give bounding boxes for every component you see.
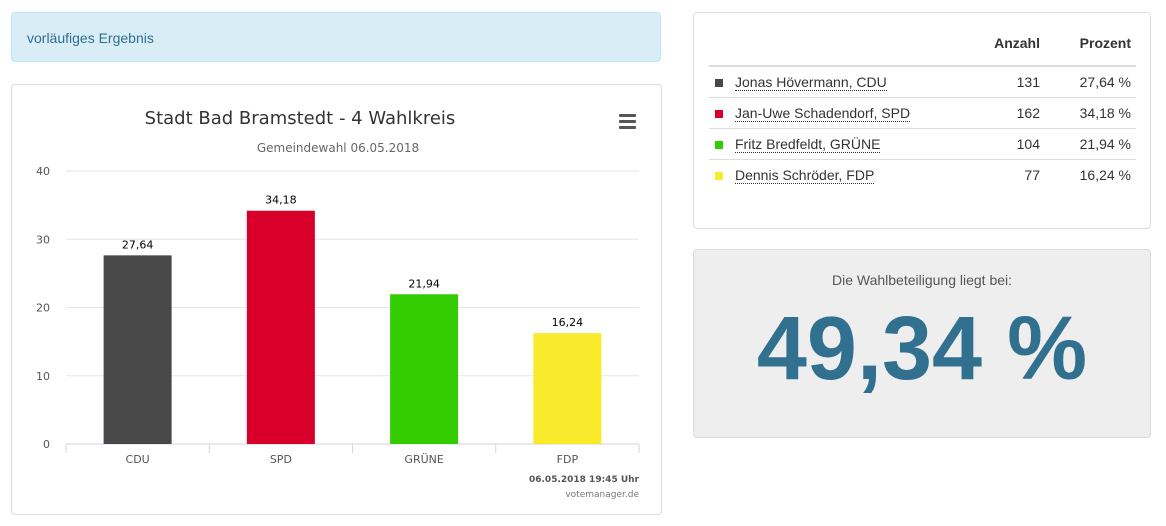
chart-panel: Stadt Bad Bramstedt - 4 Wahlkreis Gemein… xyxy=(11,84,662,515)
percent-cell: 34,18 % xyxy=(1045,97,1136,129)
turnout-value: 49,34 % xyxy=(756,299,1088,399)
results-table: Anzahl Prozent Jonas Hövermann, CDU 131 27… xyxy=(709,35,1136,190)
party-color-swatch xyxy=(715,110,723,119)
table-row: Jan-Uwe Schadendorf, SPD 162 34,18 % xyxy=(709,97,1136,129)
x-tick-label: CDU xyxy=(126,453,150,466)
results-panel: Anzahl Prozent Jonas Hövermann, CDU 131 27… xyxy=(693,12,1151,229)
count-cell: 104 xyxy=(950,128,1045,160)
table-header-row: Anzahl Prozent xyxy=(709,35,1136,67)
party-color-swatch xyxy=(715,172,723,181)
x-tick-label: GRÜNE xyxy=(404,453,443,466)
y-axis: 0 10 20 30 40 xyxy=(36,165,50,451)
turnout-panel: Die Wahlbeteiligung liegt bei: 49,34 % xyxy=(693,249,1151,438)
x-tick-label: SPD xyxy=(270,453,292,466)
alert-text: vorläufiges Ergebnis xyxy=(27,30,154,46)
count-cell: 162 xyxy=(950,97,1045,129)
data-labels: 27,64 34,18 21,94 16,24 xyxy=(122,194,583,329)
x-tick-label: FDP xyxy=(557,453,579,466)
candidate-cell: Fritz Bredfeldt, GRÜNE xyxy=(709,128,950,160)
candidate-cell: Jonas Hövermann, CDU xyxy=(709,66,950,98)
chart-credit-date: 06.05.2018 19:45 Uhr xyxy=(529,475,640,485)
chart-bars xyxy=(103,210,602,444)
table-header-percent: Prozent xyxy=(1045,35,1136,67)
turnout-label: Die Wahlbeteiligung liegt bei: xyxy=(831,272,1013,288)
hamburger-icon xyxy=(619,114,636,129)
chart-subtitle: Gemeindewahl 06.05.2018 xyxy=(257,141,419,155)
percent-cell: 27,64 % xyxy=(1045,66,1136,98)
y-tick-label: 30 xyxy=(36,233,50,246)
status-alert: vorläufiges Ergebnis xyxy=(11,12,661,62)
bar-cdu[interactable] xyxy=(103,255,172,444)
percent-cell: 21,94 % xyxy=(1045,128,1136,160)
bar-gr-ne[interactable] xyxy=(390,294,459,444)
bar-chart: Stadt Bad Bramstedt - 4 Wahlkreis Gemein… xyxy=(36,107,640,500)
table-row: Dennis Schröder, FDP 77 16,24 % xyxy=(709,160,1136,191)
table-row: Fritz Bredfeldt, GRÜNE 104 21,94 % xyxy=(709,128,1136,160)
party-color-swatch xyxy=(715,141,723,150)
candidate-link[interactable]: Dennis Schröder, FDP xyxy=(735,167,875,184)
percent-cell: 16,24 % xyxy=(1079,167,1131,183)
chart-credit-link[interactable]: votemanager.de xyxy=(565,490,639,500)
data-label: 16,24 xyxy=(552,316,584,329)
x-axis: CDU SPD GRÜNE FDP xyxy=(65,444,640,466)
party-color-swatch xyxy=(715,79,723,88)
count-cell: 77 xyxy=(1024,167,1040,183)
candidate-cell: Dennis Schröder, FDP xyxy=(709,160,950,191)
y-tick-label: 10 xyxy=(36,370,50,383)
candidate-link[interactable]: Fritz Bredfeldt, GRÜNE xyxy=(735,136,881,153)
chart-title: Stadt Bad Bramstedt - 4 Wahlkreis xyxy=(145,108,456,129)
table-header-candidate xyxy=(709,35,950,67)
table-header-count: Anzahl xyxy=(950,35,1045,67)
y-tick-label: 40 xyxy=(36,165,50,178)
bar-spd[interactable] xyxy=(246,210,315,444)
data-label: 27,64 xyxy=(122,238,154,251)
count-cell: 131 xyxy=(950,66,1045,98)
y-tick-label: 0 xyxy=(43,438,50,451)
table-row: Jonas Hövermann, CDU 131 27,64 % xyxy=(709,66,1136,98)
bar-fdp[interactable] xyxy=(533,333,602,444)
candidate-link[interactable]: Jan-Uwe Schadendorf, SPD xyxy=(735,105,911,122)
chart-menu-button[interactable] xyxy=(610,107,638,135)
data-label: 34,18 xyxy=(265,194,297,207)
y-tick-label: 20 xyxy=(36,302,50,315)
data-label: 21,94 xyxy=(408,277,440,290)
candidate-cell: Jan-Uwe Schadendorf, SPD xyxy=(709,97,950,129)
candidate-link[interactable]: Jonas Hövermann, CDU xyxy=(735,74,887,91)
